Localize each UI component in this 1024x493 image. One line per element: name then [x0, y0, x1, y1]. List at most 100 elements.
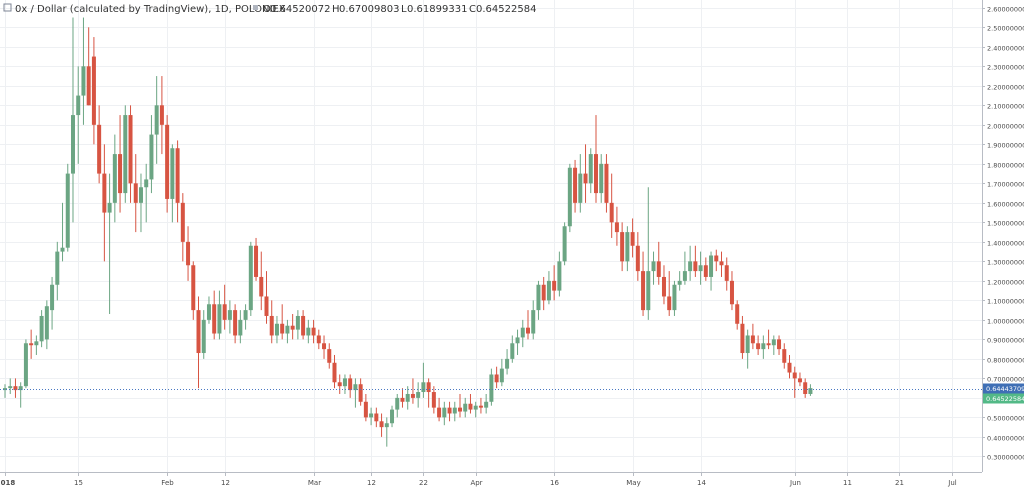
candle[interactable]	[76, 66, 81, 164]
candle[interactable]	[295, 310, 300, 340]
candle[interactable]	[552, 265, 557, 301]
candle[interactable]	[50, 276, 55, 330]
candle[interactable]	[264, 271, 269, 324]
candle[interactable]	[227, 300, 232, 334]
candle[interactable]	[154, 76, 159, 164]
candle[interactable]	[186, 226, 191, 281]
candle[interactable]	[771, 335, 776, 355]
candle[interactable]	[442, 401, 447, 426]
candle[interactable]	[254, 237, 259, 281]
candle[interactable]	[123, 105, 128, 203]
candle[interactable]	[777, 335, 782, 355]
candle[interactable]	[761, 335, 766, 359]
candle[interactable]	[8, 378, 13, 394]
candle[interactable]	[583, 144, 588, 203]
candle[interactable]	[322, 335, 327, 359]
candle[interactable]	[505, 349, 510, 375]
candle[interactable]	[353, 378, 358, 408]
candle[interactable]	[175, 140, 180, 223]
candle[interactable]	[3, 384, 7, 398]
candle[interactable]	[369, 407, 374, 426]
candle[interactable]	[463, 397, 468, 418]
candle[interactable]	[358, 378, 363, 406]
candle[interactable]	[311, 319, 316, 344]
candle[interactable]	[384, 417, 389, 447]
candle[interactable]	[447, 401, 452, 422]
candle[interactable]	[651, 251, 656, 285]
candle[interactable]	[379, 413, 384, 437]
candle[interactable]	[468, 393, 473, 414]
candle[interactable]	[520, 319, 525, 348]
candle[interactable]	[306, 319, 311, 344]
candle[interactable]	[206, 296, 211, 324]
candle[interactable]	[677, 271, 682, 291]
candle[interactable]	[536, 280, 541, 320]
candle[interactable]	[70, 17, 75, 223]
candle[interactable]	[159, 76, 164, 155]
candle[interactable]	[238, 310, 243, 344]
candle[interactable]	[23, 339, 28, 389]
candle[interactable]	[510, 335, 515, 363]
candle[interactable]	[515, 329, 520, 355]
candle[interactable]	[526, 310, 530, 340]
candle[interactable]	[478, 397, 483, 414]
candle[interactable]	[363, 393, 368, 422]
candle[interactable]	[138, 173, 143, 233]
candle[interactable]	[118, 115, 123, 213]
candle[interactable]	[750, 323, 755, 350]
candle[interactable]	[290, 314, 295, 340]
candle[interactable]	[641, 251, 646, 316]
candle[interactable]	[102, 144, 107, 262]
candle[interactable]	[620, 222, 625, 272]
candle[interactable]	[693, 245, 698, 277]
candle[interactable]	[390, 405, 395, 428]
candle[interactable]	[803, 378, 808, 398]
candle[interactable]	[609, 173, 614, 238]
candle[interactable]	[65, 163, 70, 252]
candle[interactable]	[269, 300, 274, 344]
candle[interactable]	[614, 206, 619, 246]
candle[interactable]	[426, 378, 431, 408]
candle[interactable]	[301, 310, 306, 340]
candle[interactable]	[458, 393, 463, 418]
candle[interactable]	[541, 276, 546, 311]
candle[interactable]	[97, 105, 102, 184]
candle[interactable]	[546, 271, 551, 305]
candle[interactable]	[405, 386, 410, 410]
candle[interactable]	[337, 374, 342, 394]
candle[interactable]	[635, 232, 640, 281]
candle[interactable]	[797, 372, 802, 387]
candle[interactable]	[604, 154, 609, 213]
candle[interactable]	[724, 257, 729, 291]
candle[interactable]	[714, 249, 719, 272]
candle[interactable]	[18, 382, 23, 408]
candle[interactable]	[55, 241, 60, 301]
candle[interactable]	[144, 163, 149, 223]
candle[interactable]	[656, 241, 661, 285]
candle[interactable]	[180, 193, 185, 262]
candle[interactable]	[86, 27, 91, 106]
candle[interactable]	[431, 386, 436, 414]
candle[interactable]	[342, 374, 347, 394]
candle[interactable]	[499, 358, 504, 387]
candle[interactable]	[91, 37, 96, 145]
candle[interactable]	[646, 187, 651, 320]
candle[interactable]	[578, 154, 583, 213]
candle[interactable]	[593, 115, 598, 203]
candle[interactable]	[196, 296, 201, 389]
candle[interactable]	[567, 163, 572, 233]
symbol-legend[interactable]: 0x / Dollar (calculated by TradingView),…	[3, 3, 536, 15]
candle[interactable]	[274, 315, 279, 344]
candle[interactable]	[709, 251, 714, 291]
candle[interactable]	[766, 329, 771, 350]
candle[interactable]	[562, 222, 567, 266]
candle[interactable]	[348, 374, 353, 398]
candle[interactable]	[81, 17, 86, 125]
candle[interactable]	[201, 310, 206, 359]
candle[interactable]	[473, 401, 478, 418]
candle[interactable]	[327, 343, 332, 369]
candle[interactable]	[661, 265, 666, 305]
candle[interactable]	[667, 271, 672, 316]
